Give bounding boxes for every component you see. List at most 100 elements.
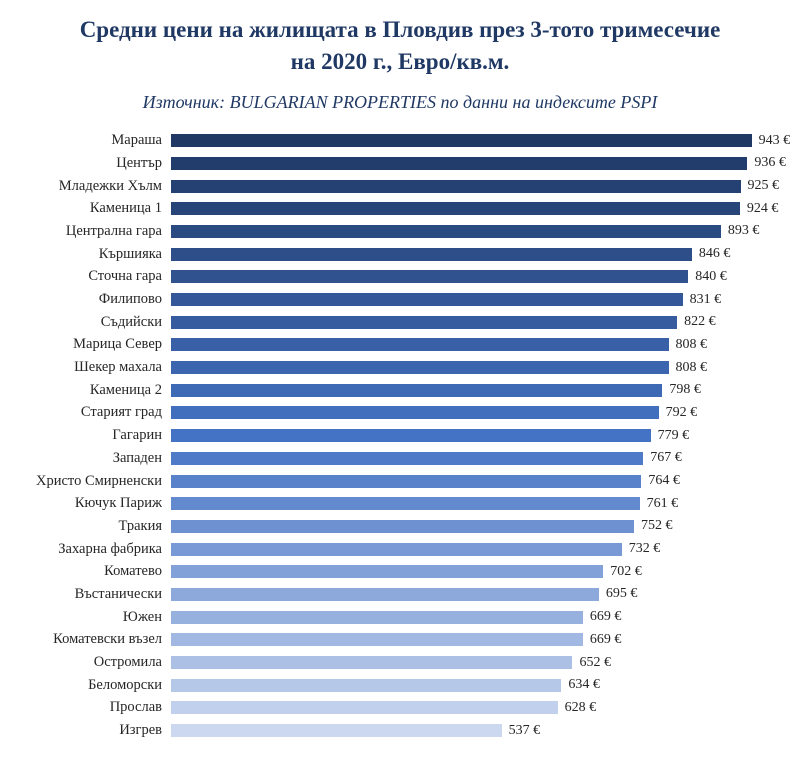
chart-subtitle: Източник: BULGARIAN PROPERTIES по данни … — [142, 92, 658, 113]
category-label: Западен — [112, 449, 162, 466]
category-label: Сточна гара — [88, 268, 162, 285]
bar-row: Съдийски 822 € — [0, 311, 792, 334]
bar-row: Център 936 € — [0, 152, 792, 175]
bar-zone: 702 € — [171, 560, 792, 583]
category-label: Младежки Хълм — [58, 177, 162, 194]
value-label: 628 € — [564, 699, 597, 715]
bar-chart: Мараша 943 € Център 936 € Младежки Хълм 925 €… — [0, 129, 800, 742]
bar-zone: 779 € — [171, 424, 792, 447]
bar — [171, 202, 740, 216]
category-label: Шекер махала — [74, 359, 162, 376]
bar-zone: 792 € — [171, 402, 792, 425]
bar-zone: 808 € — [171, 334, 792, 357]
category-label: Съдийски — [100, 313, 162, 330]
value-label: 808 € — [675, 336, 708, 352]
value-label: 792 € — [665, 404, 698, 420]
bar — [171, 587, 599, 601]
bar — [171, 383, 663, 397]
bar — [171, 179, 741, 193]
bar — [171, 701, 558, 715]
value-label: 767 € — [650, 450, 682, 466]
bar — [171, 247, 692, 261]
bar-zone: 628 € — [171, 697, 792, 720]
bar-row: Гагарин 779 € — [0, 424, 792, 447]
bar — [171, 519, 635, 533]
category-label: Коматево — [104, 563, 162, 580]
bar-zone: 798 € — [171, 379, 792, 402]
bar-zone: 822 € — [171, 311, 792, 334]
bar — [171, 156, 748, 170]
bar-zone: 669 € — [171, 606, 792, 629]
bar-row: Шекер махала 808 € — [0, 356, 792, 379]
category-label: Захарна фабрика — [58, 540, 162, 557]
value-label: 732 € — [628, 541, 661, 557]
bar-row: Остромила 652 € — [0, 651, 792, 674]
bar-row: Мараша 943 € — [0, 129, 792, 152]
category-label: Филипово — [98, 291, 162, 308]
category-label: Остромила — [93, 654, 162, 671]
category-label: Старият град — [80, 404, 162, 421]
bar-row: Кючук Париж 761 € — [0, 492, 792, 515]
bar — [171, 451, 644, 465]
bar — [171, 224, 721, 238]
value-label: 702 € — [610, 563, 642, 579]
bar-row: Христо Смирненски 764 € — [0, 470, 792, 493]
category-label: Изгрев — [119, 722, 162, 739]
value-label: 652 € — [579, 654, 611, 670]
bar-row: Въстанически 695 € — [0, 583, 792, 606]
value-label: 695 € — [605, 586, 638, 602]
bar-row: Кършияка 846 € — [0, 243, 792, 266]
value-label: 764 € — [648, 473, 680, 489]
bar — [171, 429, 651, 443]
bar-zone: 943 € — [171, 129, 792, 152]
bar-zone: 764 € — [171, 470, 792, 493]
bar-row: Марица Север 808 € — [0, 334, 792, 357]
bar-row: Старият град 792 € — [0, 402, 792, 425]
value-label: 840 € — [695, 268, 727, 284]
value-label: 798 € — [669, 382, 701, 398]
value-label: 822 € — [684, 314, 716, 330]
bar-row: Филипово 831 € — [0, 288, 792, 311]
bar — [171, 724, 502, 738]
bar — [171, 565, 604, 579]
value-label: 669 € — [589, 631, 622, 647]
bar-zone: 634 € — [171, 674, 792, 697]
chart-title: Средни цени на жилищата в Пловдив през 3… — [79, 17, 721, 75]
category-label: Коматевски възел — [53, 631, 162, 648]
bar — [171, 656, 573, 670]
value-label: 943 € — [758, 132, 791, 148]
bar — [171, 270, 689, 284]
category-label: Кършияка — [98, 245, 162, 262]
bar — [171, 474, 642, 488]
bar — [171, 633, 583, 647]
bar-zone: 808 € — [171, 356, 792, 379]
bar — [171, 338, 669, 352]
bar-zone: 761 € — [171, 492, 792, 515]
category-label: Център — [116, 154, 162, 171]
category-label: Въстанически — [74, 585, 162, 602]
bar-row: Тракия 752 € — [0, 515, 792, 538]
category-label: Марица Север — [73, 336, 162, 353]
bar — [171, 542, 622, 556]
category-label: Христо Смирненски — [36, 472, 162, 489]
category-label: Каменица 2 — [89, 381, 162, 398]
bar-zone: 537 € — [171, 719, 792, 742]
value-label: 936 € — [754, 155, 786, 171]
bar — [171, 315, 678, 329]
bar-row: Сточна гара 840 € — [0, 266, 792, 289]
category-label: Прослав — [109, 699, 162, 716]
value-label: 893 € — [727, 223, 760, 239]
bar-row: Коматево 702 € — [0, 560, 792, 583]
value-label: 634 € — [568, 677, 600, 693]
value-label: 831 € — [689, 291, 722, 307]
bar-row: Изгрев 537 € — [0, 719, 792, 742]
value-label: 846 € — [698, 246, 731, 262]
category-label: Централна гара — [65, 222, 162, 239]
bar-zone: 767 € — [171, 447, 792, 470]
category-label: Мараша — [111, 132, 162, 149]
value-label: 808 € — [675, 359, 708, 375]
category-label: Гагарин — [112, 427, 162, 444]
bar — [171, 134, 752, 148]
bar-row: Западен 767 € — [0, 447, 792, 470]
